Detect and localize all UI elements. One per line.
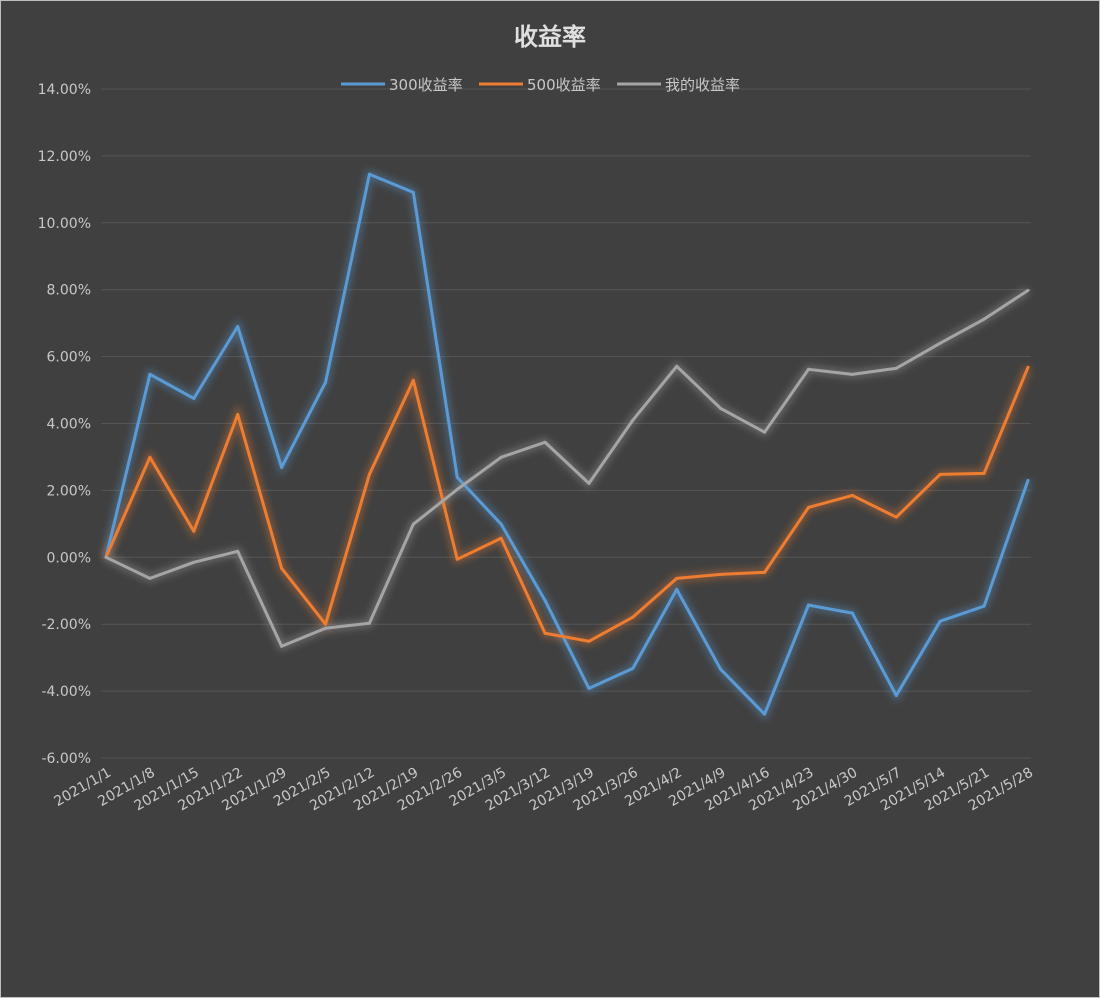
data-point <box>367 172 371 176</box>
data-point <box>148 455 152 459</box>
data-point <box>675 364 679 368</box>
data-point <box>192 560 196 564</box>
series-glow <box>102 365 1032 645</box>
data-point <box>719 406 723 410</box>
data-point <box>763 712 767 716</box>
data-point <box>455 487 459 491</box>
legend-label: 我的收益率 <box>665 76 740 94</box>
data-point <box>982 471 986 475</box>
y-tick-label: 14.00% <box>38 82 91 98</box>
legend-label: 300收益率 <box>389 76 463 94</box>
data-point <box>543 440 547 444</box>
y-tick-label: -6.00% <box>41 751 91 767</box>
data-point <box>367 472 371 476</box>
data-point <box>631 418 635 422</box>
data-point <box>894 515 898 519</box>
data-point <box>148 372 152 376</box>
data-point <box>850 493 854 497</box>
data-point <box>280 566 284 570</box>
data-point <box>236 549 240 553</box>
data-point <box>104 555 108 559</box>
data-point <box>587 686 591 690</box>
data-point <box>367 621 371 625</box>
data-point <box>850 372 854 376</box>
data-point <box>543 598 547 602</box>
data-point <box>631 666 635 670</box>
data-point <box>148 576 152 580</box>
y-tick-label: 6.00% <box>47 350 91 366</box>
data-point <box>938 472 942 476</box>
y-tick-label: 8.00% <box>47 283 91 299</box>
data-point <box>543 631 547 635</box>
data-point <box>324 380 328 384</box>
legend-item: 500收益率 <box>479 76 601 94</box>
data-point <box>938 341 942 345</box>
data-point <box>280 644 284 648</box>
data-point <box>675 587 679 591</box>
legend-item: 300收益率 <box>341 76 463 94</box>
y-tick-label: -2.00% <box>41 617 91 633</box>
data-point <box>499 455 503 459</box>
data-point <box>631 615 635 619</box>
y-tick-label: -4.00% <box>41 684 91 700</box>
data-point <box>850 611 854 615</box>
data-point <box>236 324 240 328</box>
data-point <box>719 667 723 671</box>
y-tick-label: 4.00% <box>47 417 91 433</box>
y-tick-label: 2.00% <box>47 483 91 499</box>
data-point <box>982 604 986 608</box>
y-tick-label: 10.00% <box>38 216 91 232</box>
legend-item: 我的收益率 <box>617 76 740 94</box>
data-point <box>587 639 591 643</box>
data-point <box>324 626 328 630</box>
data-point <box>763 570 767 574</box>
y-tick-label: 12.00% <box>38 149 91 165</box>
y-tick-label: 0.00% <box>47 550 91 566</box>
data-point <box>982 317 986 321</box>
data-point <box>455 557 459 561</box>
data-point <box>280 465 284 469</box>
data-point <box>236 412 240 416</box>
data-point <box>1026 478 1030 482</box>
data-point <box>1026 288 1030 292</box>
data-point <box>806 367 810 371</box>
data-point <box>894 693 898 697</box>
data-point <box>806 603 810 607</box>
data-point <box>894 366 898 370</box>
series-line <box>105 289 1029 648</box>
data-point <box>587 481 591 485</box>
data-point <box>455 475 459 479</box>
data-point <box>719 572 723 576</box>
data-point <box>192 396 196 400</box>
data-point <box>763 430 767 434</box>
data-point <box>411 190 415 194</box>
data-point <box>411 522 415 526</box>
data-point <box>192 529 196 533</box>
data-point <box>499 522 503 526</box>
data-point <box>1026 365 1030 369</box>
legend-label: 500收益率 <box>527 76 601 94</box>
series-line <box>104 366 1030 643</box>
data-point <box>411 378 415 382</box>
data-point <box>324 622 328 626</box>
data-point <box>675 576 679 580</box>
series-line <box>104 172 1030 716</box>
chart-title: 收益率 <box>514 23 586 51</box>
data-point <box>806 505 810 509</box>
data-point <box>499 536 503 540</box>
data-point <box>938 619 942 623</box>
